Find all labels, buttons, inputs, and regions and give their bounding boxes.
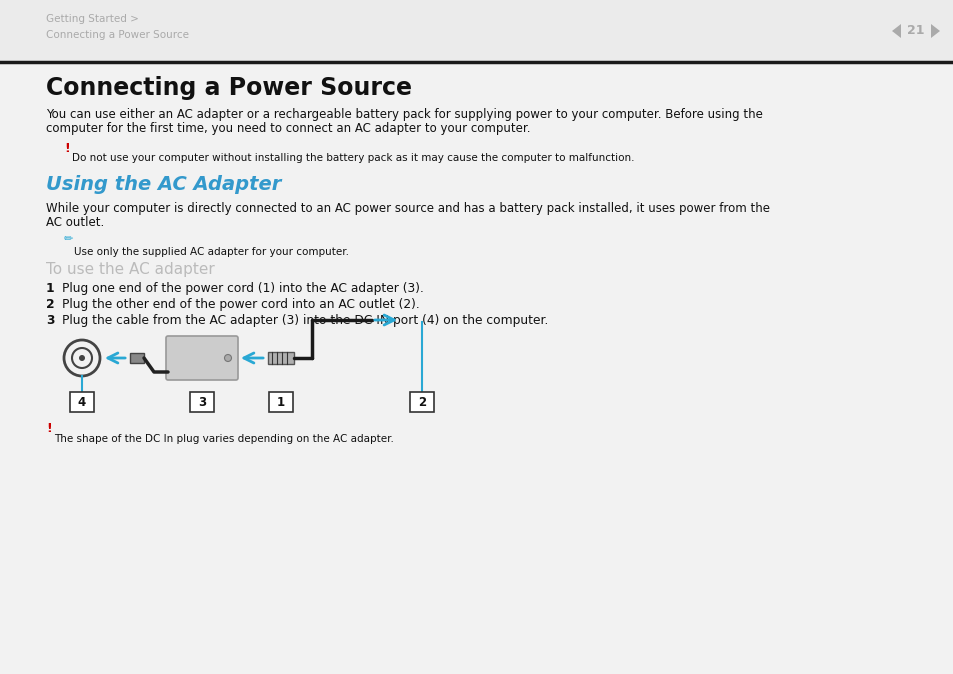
Text: The shape of the DC In plug varies depending on the AC adapter.: The shape of the DC In plug varies depen… (54, 434, 394, 444)
Text: !: ! (64, 142, 70, 155)
Bar (410, 392, 434, 412)
Text: 2: 2 (417, 396, 426, 408)
Text: AC outlet.: AC outlet. (46, 216, 104, 229)
Text: 1: 1 (276, 396, 285, 408)
Text: Do not use your computer without installing the battery pack as it may cause the: Do not use your computer without install… (71, 153, 634, 163)
Bar (269, 392, 293, 412)
Bar (70, 392, 94, 412)
Text: 1: 1 (46, 282, 54, 295)
Text: ✏: ✏ (64, 234, 73, 244)
Polygon shape (930, 24, 939, 38)
Text: Plug one end of the power cord (1) into the AC adapter (3).: Plug one end of the power cord (1) into … (62, 282, 423, 295)
Text: Plug the other end of the power cord into an AC outlet (2).: Plug the other end of the power cord int… (62, 298, 419, 311)
Text: Using the AC Adapter: Using the AC Adapter (46, 175, 281, 194)
Bar (130, 353, 144, 363)
Text: !: ! (46, 422, 51, 435)
Polygon shape (891, 24, 900, 38)
Text: Getting Started >: Getting Started > (46, 14, 139, 24)
Text: Connecting a Power Source: Connecting a Power Source (46, 30, 189, 40)
Circle shape (79, 355, 85, 361)
Text: 3: 3 (197, 396, 206, 408)
Bar (268, 352, 294, 364)
Circle shape (224, 355, 232, 361)
Bar (0, 0, 953, 62)
Text: Use only the supplied AC adapter for your computer.: Use only the supplied AC adapter for you… (74, 247, 349, 257)
Text: 3: 3 (46, 314, 54, 327)
Text: Connecting a Power Source: Connecting a Power Source (46, 76, 412, 100)
Text: To use the AC adapter: To use the AC adapter (46, 262, 214, 277)
Text: You can use either an AC adapter or a rechargeable battery pack for supplying po: You can use either an AC adapter or a re… (46, 108, 762, 121)
Text: computer for the first time, you need to connect an AC adapter to your computer.: computer for the first time, you need to… (46, 122, 530, 135)
Text: 21: 21 (906, 24, 923, 38)
FancyBboxPatch shape (166, 336, 237, 380)
Bar (190, 392, 213, 412)
Text: While your computer is directly connected to an AC power source and has a batter: While your computer is directly connecte… (46, 202, 769, 215)
Text: 2: 2 (46, 298, 54, 311)
Text: 4: 4 (78, 396, 86, 408)
Text: Plug the cable from the AC adapter (3) into the DC IN port (4) on the computer.: Plug the cable from the AC adapter (3) i… (62, 314, 548, 327)
